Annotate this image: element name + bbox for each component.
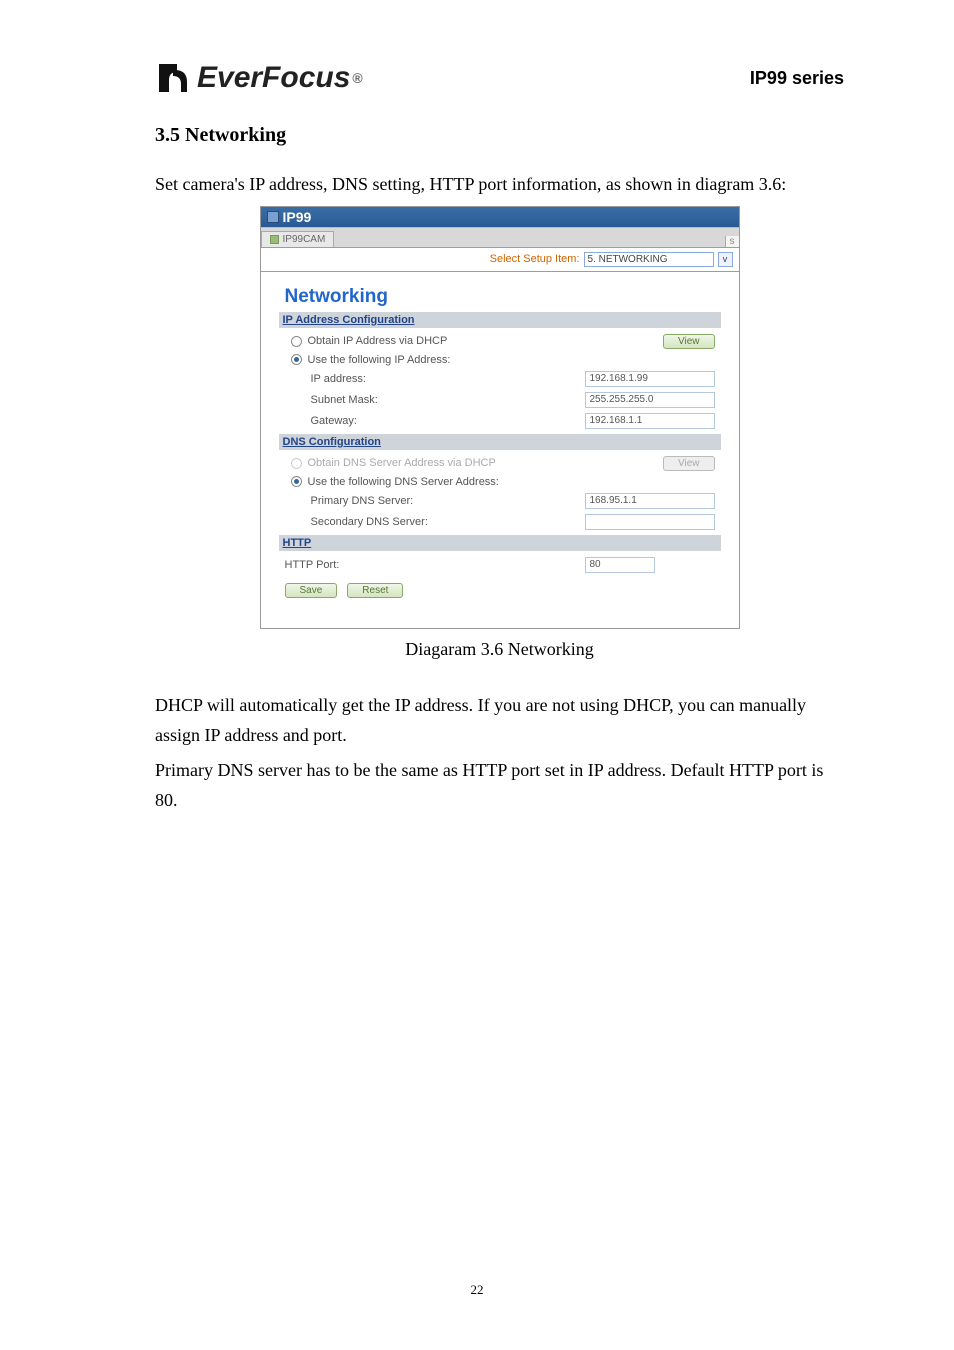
http-header[interactable]: HTTP: [279, 535, 721, 551]
screenshot: IP99 IP99CAM s Select Setup Item: 5. NET…: [260, 206, 740, 629]
setup-select[interactable]: 5. NETWORKING: [584, 252, 714, 267]
subnet-input[interactable]: 255.255.255.0: [585, 392, 715, 408]
ip-dhcp-label: Obtain IP Address via DHCP: [308, 335, 664, 347]
dropdown-icon[interactable]: v: [718, 252, 733, 267]
body-p2: Primary DNS server has to be the same as…: [155, 755, 844, 816]
tab-icon: [270, 235, 279, 244]
secondary-dns-row: Secondary DNS Server:: [311, 514, 715, 530]
dns-config-header[interactable]: DNS Configuration: [279, 434, 721, 450]
reset-button[interactable]: Reset: [347, 583, 403, 598]
subnet-label: Subnet Mask:: [311, 394, 585, 406]
setup-label: Select Setup Item:: [490, 253, 580, 265]
dns-dhcp-row: Obtain DNS Server Address via DHCP View: [291, 456, 715, 471]
gateway-row: Gateway: 192.168.1.1: [311, 413, 715, 429]
gateway-label: Gateway:: [311, 415, 585, 427]
setup-row: Select Setup Item: 5. NETWORKING v: [261, 247, 739, 272]
ip-address-row: IP address: 192.168.1.99: [311, 371, 715, 387]
button-row: Save Reset: [285, 583, 715, 598]
intro-paragraph: Set camera's IP address, DNS setting, HT…: [155, 169, 844, 200]
ip-dhcp-row: Obtain IP Address via DHCP View: [291, 334, 715, 349]
window-titlebar: IP99: [261, 207, 739, 227]
http-port-row: HTTP Port: 80: [285, 557, 715, 573]
primary-dns-row: Primary DNS Server: 168.95.1.1: [311, 493, 715, 509]
primary-dns-label: Primary DNS Server:: [311, 495, 585, 507]
radio-dns-use[interactable]: [291, 476, 302, 487]
logo-reg: ®: [352, 70, 362, 86]
dns-use-row: Use the following DNS Server Address:: [291, 476, 715, 488]
logo-icon: [155, 60, 191, 96]
figure-caption: Diagaram 3.6 Networking: [155, 639, 844, 660]
dns-view-button: View: [663, 456, 715, 471]
tab-overflow: s: [725, 236, 739, 247]
radio-dns-dhcp[interactable]: [291, 458, 302, 469]
tab-ip99cam[interactable]: IP99CAM: [261, 231, 335, 247]
dns-dhcp-label: Obtain DNS Server Address via DHCP: [308, 457, 664, 469]
radio-ip-use[interactable]: [291, 354, 302, 365]
window-icon: [267, 211, 279, 223]
subnet-row: Subnet Mask: 255.255.255.0: [311, 392, 715, 408]
ip-use-label: Use the following IP Address:: [308, 354, 715, 366]
ip-view-button[interactable]: View: [663, 334, 715, 349]
logo-text: EverFocus: [197, 61, 350, 95]
section-title: 3.5 Networking: [155, 124, 844, 147]
body-p1: DHCP will automatically get the IP addre…: [155, 690, 844, 751]
ip-address-input[interactable]: 192.168.1.99: [585, 371, 715, 387]
window-title: IP99: [283, 209, 312, 225]
tab-row: IP99CAM s: [261, 227, 739, 247]
series-label: IP99 series: [750, 68, 844, 89]
secondary-dns-input[interactable]: [585, 514, 715, 530]
primary-dns-input[interactable]: 168.95.1.1: [585, 493, 715, 509]
setup-select-value: 5. NETWORKING: [588, 254, 668, 265]
save-button[interactable]: Save: [285, 583, 338, 598]
ip-address-label: IP address:: [311, 373, 585, 385]
secondary-dns-label: Secondary DNS Server:: [311, 516, 585, 528]
http-port-label: HTTP Port:: [285, 559, 585, 571]
http-port-input[interactable]: 80: [585, 557, 655, 573]
ip-use-row: Use the following IP Address:: [291, 354, 715, 366]
tab-label: IP99CAM: [283, 234, 326, 245]
logo: EverFocus ®: [155, 60, 363, 96]
page-number: 22: [0, 1282, 954, 1298]
gateway-input[interactable]: 192.168.1.1: [585, 413, 715, 429]
page-header: EverFocus ® IP99 series: [155, 60, 844, 96]
radio-ip-dhcp[interactable]: [291, 336, 302, 347]
ip-config-header[interactable]: IP Address Configuration: [279, 312, 721, 328]
config-heading: Networking: [285, 286, 715, 308]
dns-use-label: Use the following DNS Server Address:: [308, 476, 715, 488]
